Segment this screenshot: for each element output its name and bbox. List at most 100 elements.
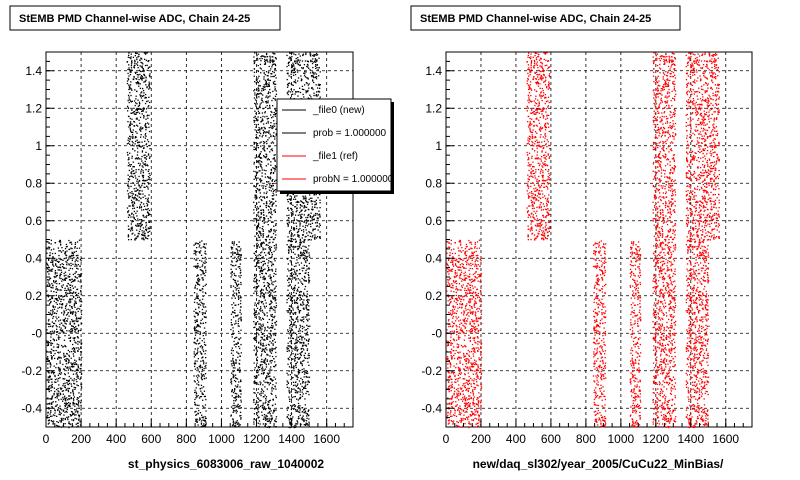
data-point (148, 169, 150, 171)
data-point (76, 422, 79, 425)
data-point (135, 169, 137, 171)
data-point (50, 402, 53, 404)
data-point (261, 270, 263, 272)
data-point (52, 338, 54, 340)
data-point (273, 120, 275, 122)
data-point (275, 205, 277, 207)
data-point (196, 302, 198, 304)
data-point (263, 63, 266, 65)
data-point (52, 306, 55, 308)
data-point (296, 375, 298, 377)
data-point (231, 274, 233, 276)
data-point (131, 173, 133, 175)
data-point (50, 249, 53, 251)
data-point (295, 279, 297, 281)
data-point (59, 241, 61, 243)
data-point (233, 400, 235, 402)
data-point (291, 300, 293, 303)
data-point (302, 198, 305, 200)
data-point (64, 345, 66, 347)
data-point (306, 315, 308, 317)
data-point (60, 420, 62, 422)
data-point (59, 273, 61, 275)
data-point (258, 266, 260, 268)
data-point (64, 359, 66, 361)
data-point (294, 284, 296, 287)
data-point (263, 203, 265, 205)
data-point (292, 204, 294, 206)
data-point (265, 185, 267, 188)
data-point (253, 56, 255, 58)
data-point (291, 350, 293, 352)
data-point (290, 330, 292, 333)
data-point (259, 63, 262, 66)
data-point (54, 312, 56, 314)
data-point (257, 222, 260, 224)
data-point (271, 185, 273, 188)
data-point (147, 231, 149, 234)
data-point (198, 325, 200, 327)
data-point (261, 185, 263, 187)
data-point (65, 404, 67, 406)
data-point (268, 181, 270, 183)
data-point (80, 273, 82, 275)
data-point (236, 405, 238, 407)
data-point (255, 381, 257, 384)
data-point (256, 362, 258, 364)
data-point (263, 345, 265, 347)
data-point (148, 88, 150, 90)
data-point (239, 370, 241, 372)
data-point (72, 394, 75, 396)
data-point (305, 316, 307, 318)
data-point (262, 247, 264, 249)
data-point (230, 349, 233, 351)
data-point (194, 321, 196, 324)
data-point (73, 363, 76, 366)
data-point (240, 407, 242, 409)
data-point (230, 415, 232, 417)
data-point (234, 404, 236, 407)
data-point (62, 324, 64, 326)
data-point (141, 145, 144, 147)
data-point (258, 374, 260, 376)
data-point (258, 326, 261, 328)
data-point (49, 270, 51, 272)
data-point (298, 405, 300, 407)
data-point (295, 265, 297, 267)
data-point (236, 336, 238, 339)
data-point (74, 414, 76, 416)
data-point (270, 229, 272, 231)
data-point (272, 90, 274, 93)
data-point (140, 219, 142, 221)
data-point (286, 92, 288, 94)
data-point (69, 367, 71, 370)
data-point (269, 340, 271, 343)
data-point (295, 292, 297, 295)
data-point (71, 313, 74, 315)
data-point (266, 426, 269, 428)
data-point (234, 287, 236, 289)
data-point (128, 69, 130, 71)
data-point (257, 401, 259, 403)
data-point (255, 134, 257, 136)
data-point (49, 252, 51, 254)
data-point (301, 201, 304, 203)
data-point (128, 124, 131, 126)
data-point (69, 289, 71, 291)
data-point (51, 312, 54, 314)
data-point (63, 279, 65, 281)
data-point (255, 117, 257, 119)
data-point (253, 121, 255, 123)
data-point (70, 369, 72, 371)
data-point (60, 408, 62, 410)
data-point (130, 63, 133, 65)
data-point (291, 329, 294, 331)
data-point (257, 53, 259, 55)
data-point (204, 247, 207, 249)
data-point (263, 380, 265, 382)
data-point (130, 56, 132, 58)
data-point (144, 160, 146, 163)
data-point (292, 251, 294, 254)
data-point (236, 410, 238, 412)
data-point (147, 182, 149, 184)
